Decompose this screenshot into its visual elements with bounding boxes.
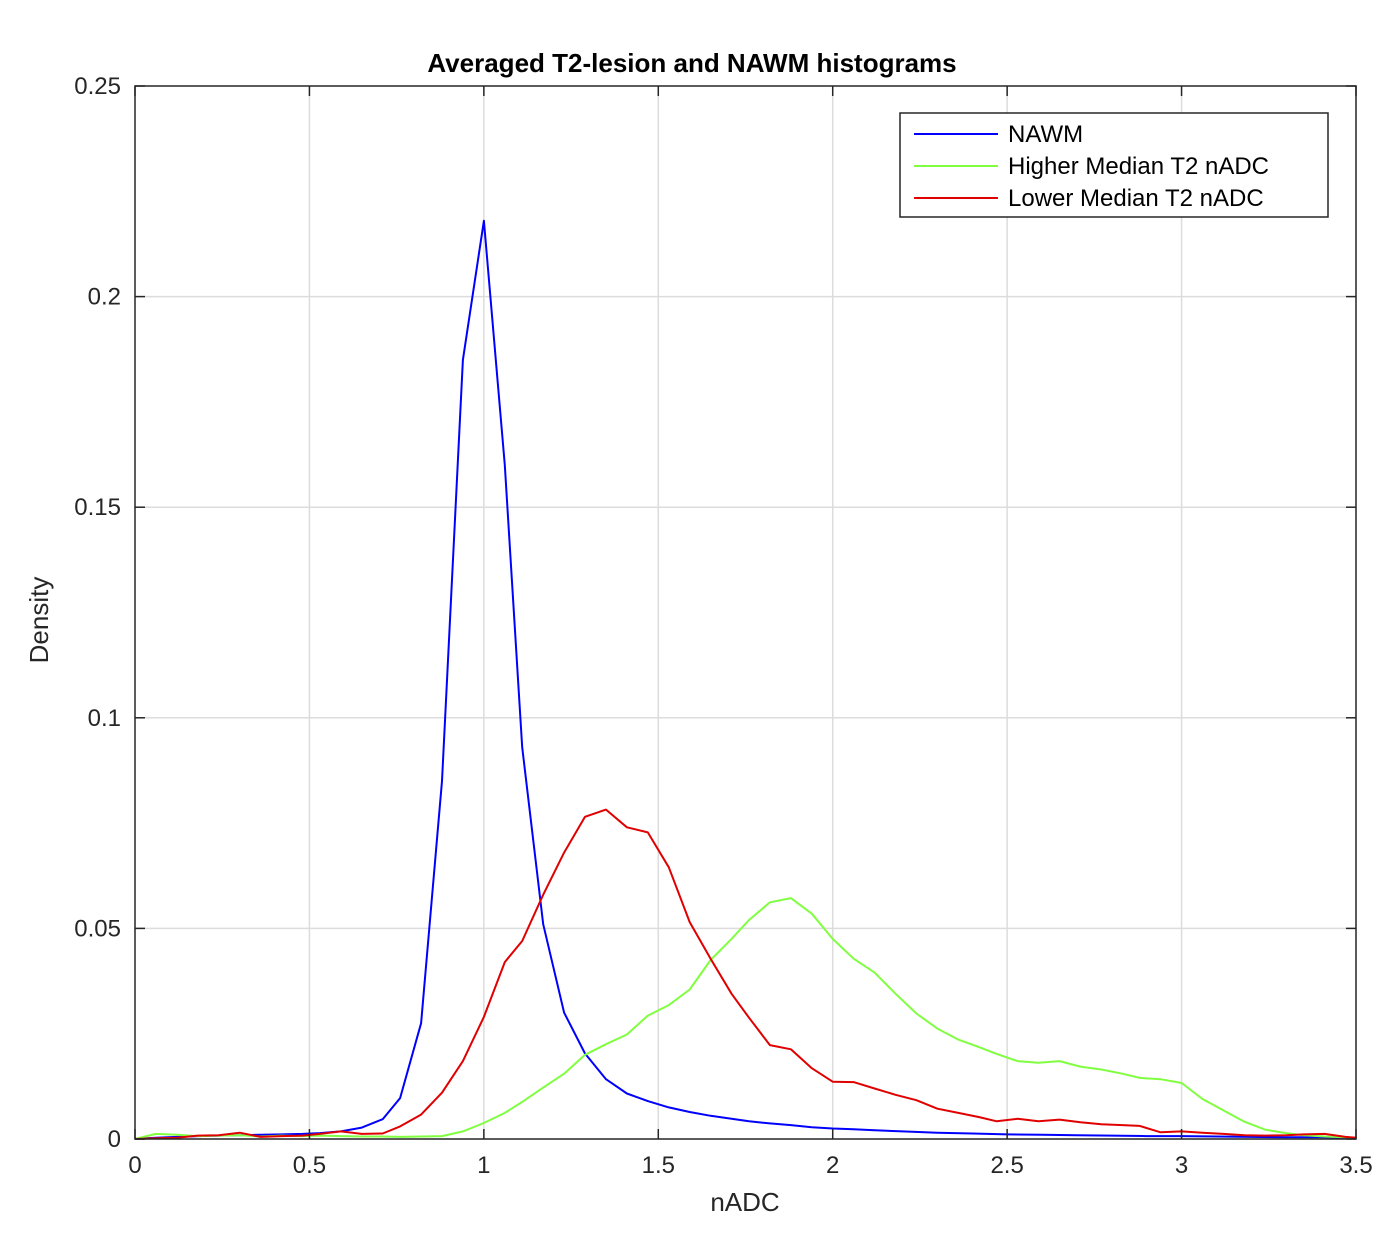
series-line-1 xyxy=(134,219,1357,1140)
legend: NAWM Higher Median T2 nADC Lower Median T2… xyxy=(899,112,1329,218)
x-tick-label: 2.5 xyxy=(990,1152,1023,1179)
x-tick-label: 1 xyxy=(477,1152,490,1179)
x-tick-label: 3 xyxy=(1175,1152,1188,1179)
plot-area xyxy=(135,86,1356,1139)
y-tick-label: 0.25 xyxy=(74,73,121,100)
legend-label: Higher Median T2 nADC xyxy=(1008,153,1269,180)
y-tick-label: 0 xyxy=(108,1126,121,1153)
chart-title: Averaged T2-lesion and NAWM histograms xyxy=(427,48,956,78)
x-tick-label: 1.5 xyxy=(642,1152,675,1179)
x-tick-label: 0 xyxy=(128,1152,141,1179)
legend-label: NAWM xyxy=(1008,121,1083,148)
y-tick-label: 0.2 xyxy=(88,284,121,311)
y-tick-label: 0.1 xyxy=(88,705,121,732)
x-tick-label: 0.5 xyxy=(293,1152,326,1179)
x-tick-label: 3.5 xyxy=(1339,1152,1372,1179)
grid xyxy=(135,86,1356,1139)
series-layer xyxy=(134,219,1357,1140)
plot-frame xyxy=(134,85,1357,1140)
y-tick-label: 0.05 xyxy=(74,915,121,942)
axis-ticks: 0 0.5 1 1.5 2 2.5 3 3.5 0 0.05 0.1 0.15 0.2 0.25 xyxy=(74,73,1372,1179)
series-line-3 xyxy=(134,808,1357,1140)
x-tick-label: 2 xyxy=(826,1152,839,1179)
x-axis-label: nADC xyxy=(710,1187,779,1217)
y-tick-label: 0.15 xyxy=(74,494,121,521)
y-axis-label: Density xyxy=(24,577,54,664)
legend-label: Lower Median T2 nADC xyxy=(1008,185,1264,212)
series-line-2 xyxy=(134,897,1357,1140)
